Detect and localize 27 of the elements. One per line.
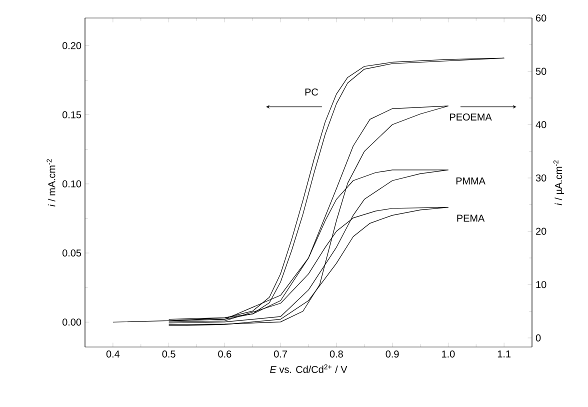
y-tick-label: 0.10 (62, 180, 82, 188)
y2-tick-label: 0 (536, 334, 541, 342)
x-tick-label: 0.5 (162, 350, 176, 358)
y2-tick-label: 50 (536, 68, 546, 75)
x-tick-label: 0.8 (330, 350, 343, 358)
y-tick-label: 0.00 (62, 318, 82, 326)
x-tick-label: 1.1 (498, 350, 511, 358)
y-tick-label: 0.20 (62, 42, 82, 50)
y2-tick-label: 30 (536, 174, 546, 182)
x-tick-label: 1.0 (442, 350, 455, 358)
y2-tick-label: 40 (536, 121, 546, 128)
x-axis-title: E vs. Cd/Cd$^{2+}$ / V (270, 364, 348, 373)
y-tick-label: 0.15 (62, 111, 82, 118)
y2-tick-label: 60 (536, 14, 546, 22)
series-label: PMMA (456, 177, 486, 184)
y2-tick-label: 20 (536, 228, 546, 235)
x-tick-label: 0.6 (218, 350, 232, 358)
y-tick-label: 0.05 (62, 249, 82, 257)
series-label: PEOEMA (450, 113, 492, 121)
x-tick-label: 0.7 (274, 350, 287, 358)
series-label: PC (305, 88, 318, 96)
y2-tick-label: 10 (536, 281, 546, 288)
series-label: PEMA (457, 214, 485, 222)
x-tick-label: 0.9 (386, 350, 399, 358)
y2-axis-title: i / µA.cm$^{-2}$ (553, 160, 564, 206)
y-axis-title: i / mA.cm$^{-2}$ (46, 159, 56, 207)
x-tick-label: 0.4 (106, 350, 120, 358)
